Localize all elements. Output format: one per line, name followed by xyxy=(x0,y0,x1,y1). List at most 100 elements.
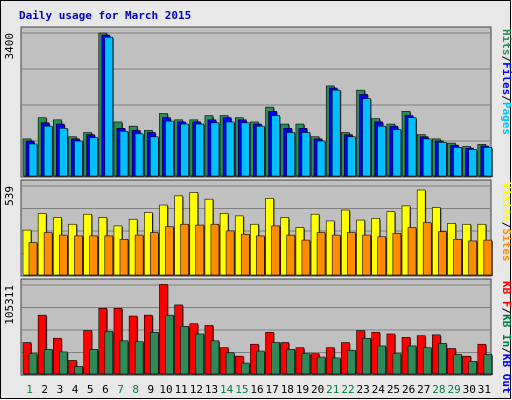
day-label-15: 15 xyxy=(235,383,248,396)
legend-label: Hits/Files/Pages xyxy=(500,29,512,135)
bar-kb-in-day-14 xyxy=(225,352,235,375)
bar-pages-day-8 xyxy=(134,133,144,177)
day-label-20: 20 xyxy=(311,383,324,396)
bar-pages-day-15 xyxy=(240,122,250,177)
bar-sites-day-18 xyxy=(286,234,296,276)
bar-sites-day-11 xyxy=(180,223,189,276)
day-label-6: 6 xyxy=(102,383,109,396)
bar-pages-day-31 xyxy=(483,147,493,177)
bar-sites-day-28 xyxy=(438,231,447,276)
bar-kb-f-day-2 xyxy=(37,314,47,375)
bar-pages-day-6 xyxy=(104,36,114,177)
bar-kb-in-day-6 xyxy=(104,331,114,375)
legend-entry: Hits xyxy=(500,29,512,56)
bar-pages-day-7 xyxy=(119,130,129,177)
bar-pages-day-24 xyxy=(377,125,387,177)
legend-entry: KB In xyxy=(500,314,512,347)
day-label-10: 10 xyxy=(159,383,172,396)
bar-sites-day-10 xyxy=(165,226,174,276)
bar-sites-day-5 xyxy=(89,235,98,276)
bar-sites-day-27 xyxy=(422,222,432,276)
day-label-17: 17 xyxy=(266,383,279,396)
bar-kb-in-day-4 xyxy=(74,366,83,375)
day-label-4: 4 xyxy=(72,383,79,396)
bar-pages-day-11 xyxy=(180,123,189,177)
bar-kb-in-day-16 xyxy=(256,350,265,375)
bar-kb-in-day-31 xyxy=(483,354,493,375)
panel-kbf-kbin-kbout: 105311 KB F/KB In/KB Out xyxy=(3,278,512,394)
bar-sites-day-8 xyxy=(134,234,144,276)
bar-pages-day-21 xyxy=(331,89,341,177)
bar-kb-in-day-29 xyxy=(453,354,462,375)
bar-kb-in-day-1 xyxy=(28,353,38,375)
day-label-18: 18 xyxy=(281,383,294,396)
bar-sites-day-14 xyxy=(225,230,235,276)
day-label-22: 22 xyxy=(341,383,354,396)
bar-kb-in-day-27 xyxy=(422,347,432,375)
bar-pages-day-22 xyxy=(347,136,356,177)
day-label-21: 21 xyxy=(326,383,339,396)
bar-kb-in-day-15 xyxy=(240,362,250,375)
bar-pages-day-23 xyxy=(362,98,371,177)
bar-kb-in-day-25 xyxy=(392,353,402,375)
legend-entry: Visits xyxy=(500,182,512,222)
bar-sites-day-31 xyxy=(483,239,493,276)
bar-sites-day-6 xyxy=(104,235,114,276)
bar-kb-in-day-11 xyxy=(180,325,189,375)
legend-label: Visits/Sites xyxy=(500,182,512,262)
bar-kb-in-day-5 xyxy=(89,349,98,375)
bar-kb-in-day-24 xyxy=(377,345,387,375)
bar-sites-day-23 xyxy=(362,234,371,276)
bar-kb-in-day-18 xyxy=(286,349,296,375)
bar-kb-in-day-7 xyxy=(119,340,129,375)
bar-kb-in-day-10 xyxy=(165,314,174,375)
bar-kb-in-day-3 xyxy=(59,351,68,375)
bar-pages-day-10 xyxy=(165,120,174,177)
bar-sites-day-25 xyxy=(392,233,402,276)
bar-pages-day-2 xyxy=(43,125,53,177)
y-max-label: 105311 xyxy=(3,285,16,325)
bar-sites-day-19 xyxy=(301,239,311,276)
bar-kb-in-day-19 xyxy=(301,353,311,375)
bar-pages-day-5 xyxy=(89,137,98,177)
day-label-8: 8 xyxy=(132,383,139,396)
day-label-29: 29 xyxy=(447,383,460,396)
bar-sites-day-12 xyxy=(195,224,205,276)
bar-sites-day-20 xyxy=(316,232,326,276)
panel-visits-sites: 539 Visits/Sites xyxy=(3,179,512,277)
legend-entry: / xyxy=(500,95,512,102)
bar-kb-in-day-12 xyxy=(195,333,205,375)
day-label-16: 16 xyxy=(250,383,263,396)
y-max-label: 3400 xyxy=(3,33,16,60)
chart-title: Daily usage for March 2015 xyxy=(19,9,191,22)
bar-sites-day-1 xyxy=(28,242,38,276)
bar-pages-day-14 xyxy=(225,121,235,177)
day-label-19: 19 xyxy=(296,383,309,396)
bar-pages-day-4 xyxy=(74,140,83,177)
day-label-14: 14 xyxy=(220,383,234,396)
bar-sites-day-30 xyxy=(468,240,477,276)
day-label-2: 2 xyxy=(41,383,48,396)
bar-pages-day-16 xyxy=(256,125,265,177)
bar-sites-day-15 xyxy=(240,233,250,276)
bar-sites-day-24 xyxy=(377,236,387,276)
bar-sites-day-26 xyxy=(407,227,417,276)
bar-sites-day-2 xyxy=(43,232,53,276)
day-label-1: 1 xyxy=(26,383,33,396)
day-label-3: 3 xyxy=(57,383,64,396)
bar-sites-day-7 xyxy=(119,238,129,276)
bar-pages-day-29 xyxy=(453,147,462,177)
day-label-26: 26 xyxy=(402,383,415,396)
bar-sites-day-4 xyxy=(74,235,83,276)
bar-sites-day-22 xyxy=(347,232,356,276)
bar-kb-in-day-17 xyxy=(271,342,280,375)
bar-sites-day-9 xyxy=(149,232,159,276)
day-label-12: 12 xyxy=(190,383,203,396)
bar-pages-day-27 xyxy=(422,138,432,177)
day-label-11: 11 xyxy=(175,383,188,396)
legend-label: KB F/KB In/KB Out xyxy=(500,281,512,394)
legend-entry: KB F xyxy=(500,281,512,308)
legend-entry: Files xyxy=(500,62,512,95)
